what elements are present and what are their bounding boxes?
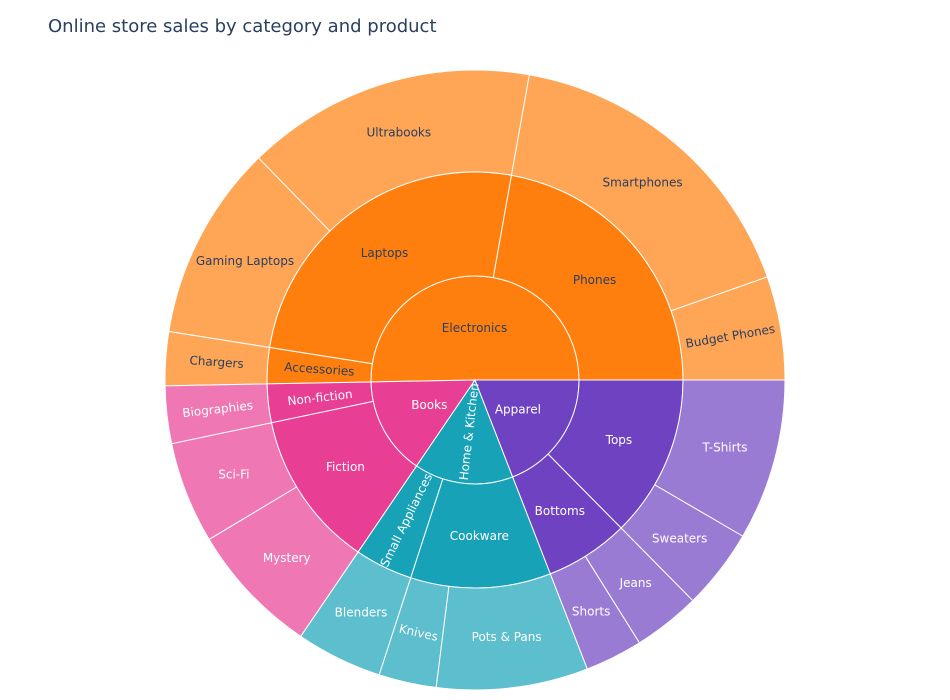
chart-title: Online store sales by category and produ…	[48, 16, 437, 37]
wedge-t-shirts[interactable]	[654, 379, 786, 537]
sunburst-wedges	[164, 69, 786, 691]
